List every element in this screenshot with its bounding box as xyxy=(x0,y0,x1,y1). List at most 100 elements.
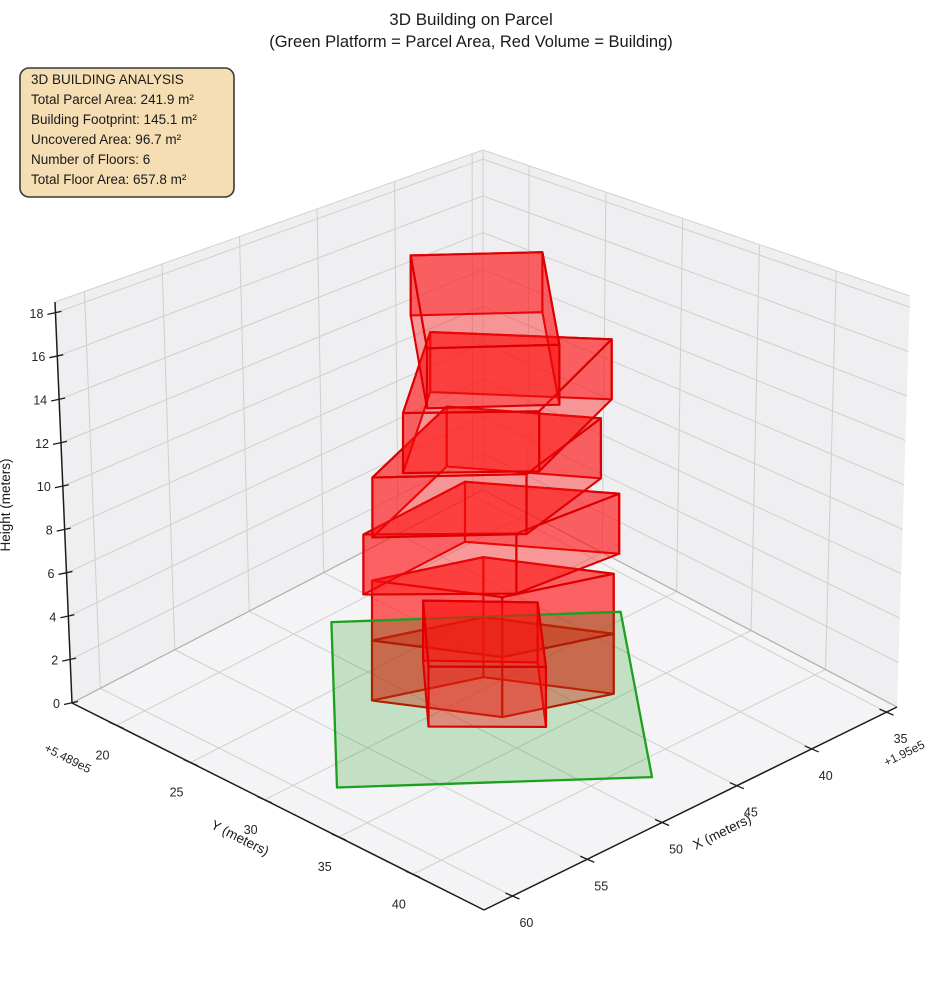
building-floor-3 xyxy=(362,480,621,596)
grid-z-left xyxy=(69,452,484,661)
grid-y-floor xyxy=(338,630,752,838)
building-floor-4-top-face xyxy=(371,405,602,479)
x-axis-spine xyxy=(483,706,898,911)
analysis-heading: 3D BUILDING ANALYSIS xyxy=(31,72,184,87)
building-floor-1 xyxy=(370,616,615,719)
building-annex xyxy=(422,599,548,728)
grid-x-wall xyxy=(83,291,101,689)
grid-z-right xyxy=(482,232,908,397)
axis-lines xyxy=(54,149,911,911)
left-pane xyxy=(55,150,483,703)
z-tick-label: 4 xyxy=(49,610,56,624)
y-tick-mark xyxy=(109,721,124,729)
building-floor-6-top-face xyxy=(409,251,561,350)
building-floor-4 xyxy=(371,405,602,539)
analysis-line-uncovered: Uncovered Area: 96.7 m² xyxy=(31,132,182,147)
grid-x-floor xyxy=(248,610,663,823)
analysis-box-background xyxy=(19,67,235,198)
z-tick-mark xyxy=(49,354,64,359)
analysis-line-parcel-area: Total Parcel Area: 241.9 m² xyxy=(31,92,194,107)
x-tick-mark xyxy=(654,818,670,827)
x-tick-mark xyxy=(729,782,745,790)
grid-z-left xyxy=(68,416,484,617)
right-pane-top-edge xyxy=(482,149,911,297)
axes-panes xyxy=(55,150,910,910)
floor-pane xyxy=(72,490,897,910)
y-axis-label: Y (meters) xyxy=(209,817,272,859)
building-and-parcel-scene xyxy=(330,251,654,789)
building-floor-6-face xyxy=(425,343,561,410)
x-tick-label: 35 xyxy=(894,732,908,746)
grid-x-wall xyxy=(239,236,250,612)
grid-x-floor xyxy=(174,649,588,860)
z-tick-label: 6 xyxy=(48,567,55,581)
grid-z-right xyxy=(482,268,906,441)
building-floor-3-top-face xyxy=(362,480,621,536)
grid-y-floor xyxy=(412,669,826,875)
grid-z-right xyxy=(482,379,902,575)
grid-z-right xyxy=(482,158,910,308)
y-tick-label: 30 xyxy=(244,823,258,837)
x-tick-mark xyxy=(879,708,894,716)
y-axis-offset: +5.489e5 xyxy=(42,741,94,776)
building-floor-2-top-face xyxy=(370,556,615,599)
z-tick-mark xyxy=(56,527,71,532)
building-floor-6 xyxy=(409,251,561,410)
building-floor-4-face xyxy=(371,473,528,539)
z-tick-mark xyxy=(58,570,73,576)
z-tick-label: 14 xyxy=(33,394,47,408)
z-axis-label: Height (meters) xyxy=(0,458,13,551)
parcel-platform xyxy=(330,610,654,789)
tick-marks xyxy=(47,310,894,900)
y-tick-label: 25 xyxy=(170,786,184,800)
grid-z-right xyxy=(482,416,901,619)
left-pane-bottom-edge xyxy=(71,489,484,704)
x-tick-label: 55 xyxy=(594,879,608,893)
grid-z-left xyxy=(62,305,484,487)
x-tick-mark xyxy=(579,855,595,863)
analysis-line-floor-area: Total Floor Area: 657.8 m² xyxy=(31,172,187,187)
building-annex-face xyxy=(427,665,548,728)
right-pane xyxy=(483,150,910,707)
grid-y-floor xyxy=(264,591,677,801)
tick-labels: 35 40 45 50 55 60 20 25 30 35 40 0 2 4 6 8 10 12 14 16 18 xyxy=(30,307,908,930)
z-tick-label: 12 xyxy=(35,437,49,451)
z-tick-mark xyxy=(60,614,75,619)
grid-z-left xyxy=(60,268,484,444)
y-tick-label: 40 xyxy=(392,897,406,911)
z-tick-mark xyxy=(50,397,66,402)
z-axis-spine xyxy=(54,301,73,704)
grid-x-wall xyxy=(161,263,176,650)
x-tick-label: 50 xyxy=(669,842,683,856)
x-axis-label: X (meters) xyxy=(690,811,753,852)
grid-x-wall xyxy=(394,181,399,534)
z-tick-mark xyxy=(54,484,69,489)
right-pane-bottom-edge xyxy=(482,489,898,708)
z-tick-label: 18 xyxy=(30,307,44,321)
z-tick-mark xyxy=(62,657,77,662)
x-tick-label: 60 xyxy=(519,916,533,930)
grid-x-floor xyxy=(397,533,812,750)
analysis-box: 3D BUILDING ANALYSIS Total Parcel Area: … xyxy=(19,67,235,198)
x-tick-mark xyxy=(505,892,520,900)
z-tick-label: 0 xyxy=(53,697,60,711)
analysis-line-floors: Number of Floors: 6 xyxy=(31,152,150,167)
y-tick-mark xyxy=(257,796,272,804)
figure-title: 3D Building on Parcel xyxy=(389,10,552,29)
y-tick-label: 20 xyxy=(96,748,110,762)
figure-subtitle: (Green Platform = Parcel Area, Red Volum… xyxy=(269,33,673,51)
grid-z-right xyxy=(482,195,909,353)
z-tick-mark xyxy=(52,440,68,446)
building-floor-5 xyxy=(401,331,613,475)
x-tick-mark xyxy=(804,745,819,753)
grid-y-wall xyxy=(825,270,837,670)
building-floor-5-face xyxy=(401,410,541,475)
grid-z-left xyxy=(57,195,484,357)
left-pane-top-edge xyxy=(54,149,484,303)
grid-x-floor xyxy=(472,494,887,713)
grid-x-floor xyxy=(323,572,738,787)
x-tick-label: 45 xyxy=(744,806,758,820)
z-tick-mark xyxy=(47,310,62,315)
